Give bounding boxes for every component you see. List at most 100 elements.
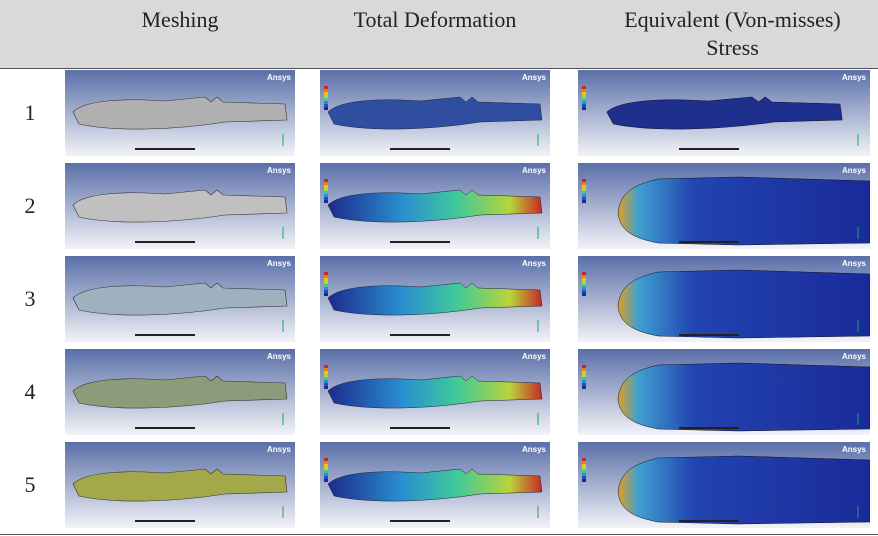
scale-bar bbox=[135, 334, 195, 336]
legend-swatch bbox=[582, 281, 586, 284]
simulation-image: Ansys bbox=[65, 163, 295, 249]
scale-bar bbox=[679, 520, 739, 522]
legend-swatch bbox=[324, 293, 328, 296]
scale-bar bbox=[390, 148, 450, 150]
legend-swatch bbox=[582, 377, 586, 380]
legend-swatch bbox=[582, 461, 586, 464]
blade bbox=[618, 177, 870, 245]
legend-swatch bbox=[582, 380, 586, 383]
legend-swatch bbox=[324, 92, 328, 95]
brand-logo: Ansys bbox=[522, 73, 547, 82]
legend-swatch bbox=[582, 95, 586, 98]
legend-swatch bbox=[582, 293, 586, 296]
legend-swatch bbox=[582, 479, 586, 482]
legend-swatch bbox=[324, 194, 328, 197]
legend-swatch bbox=[582, 104, 586, 107]
legend-swatch bbox=[582, 464, 586, 467]
legend-swatch bbox=[324, 101, 328, 104]
legend-swatch bbox=[582, 188, 586, 191]
legend-swatch bbox=[582, 473, 586, 476]
legend-swatch bbox=[582, 458, 586, 461]
simulation-image: Ansys bbox=[578, 256, 870, 342]
legend-swatch bbox=[324, 95, 328, 98]
brand-logo: Ansys bbox=[842, 352, 867, 361]
scale-bar bbox=[679, 334, 739, 336]
brand-logo: Ansys bbox=[267, 259, 292, 268]
legend-swatch bbox=[324, 200, 328, 203]
row-number: 1 bbox=[10, 100, 50, 126]
legend-swatch bbox=[582, 92, 586, 95]
legend-swatch bbox=[324, 185, 328, 188]
scale-bar bbox=[135, 520, 195, 522]
legend-swatch bbox=[582, 287, 586, 290]
scale-bar bbox=[390, 427, 450, 429]
legend-swatch bbox=[582, 191, 586, 194]
brand-logo: Ansys bbox=[842, 166, 867, 175]
scale-bar bbox=[135, 148, 195, 150]
legend-swatch bbox=[324, 380, 328, 383]
legend-swatch bbox=[324, 467, 328, 470]
blade bbox=[618, 456, 870, 524]
simulation-image: Ansys bbox=[320, 256, 550, 342]
scale-bar bbox=[390, 334, 450, 336]
legend-swatch bbox=[582, 197, 586, 200]
brand-logo: Ansys bbox=[522, 352, 547, 361]
legend-swatch bbox=[324, 383, 328, 386]
header-row: Meshing Total Deformation Equivalent (Vo… bbox=[0, 0, 878, 69]
legend-swatch bbox=[324, 374, 328, 377]
legend-swatch bbox=[582, 86, 586, 89]
legend-swatch bbox=[324, 365, 328, 368]
legend-swatch bbox=[582, 365, 586, 368]
legend-swatch bbox=[582, 101, 586, 104]
brand-logo: Ansys bbox=[267, 73, 292, 82]
simulation-image: Ansys bbox=[65, 442, 295, 528]
brand-logo: Ansys bbox=[522, 166, 547, 175]
legend-swatch bbox=[582, 290, 586, 293]
legend-swatch bbox=[324, 278, 328, 281]
bottom-rule bbox=[0, 534, 878, 535]
legend-swatch bbox=[324, 371, 328, 374]
brand-logo: Ansys bbox=[267, 166, 292, 175]
legend-swatch bbox=[582, 476, 586, 479]
brand-logo: Ansys bbox=[842, 445, 867, 454]
legend-swatch bbox=[582, 383, 586, 386]
legend-swatch bbox=[582, 275, 586, 278]
simulation-image: Ansys bbox=[320, 163, 550, 249]
scale-bar bbox=[679, 148, 739, 150]
legend-swatch bbox=[582, 179, 586, 182]
legend-swatch bbox=[324, 479, 328, 482]
blade bbox=[618, 270, 870, 338]
legend-swatch bbox=[324, 470, 328, 473]
legend-swatch bbox=[582, 386, 586, 389]
scale-bar bbox=[390, 520, 450, 522]
row-number: 4 bbox=[10, 379, 50, 405]
legend-swatch bbox=[324, 89, 328, 92]
legend-swatch bbox=[324, 377, 328, 380]
scale-bar bbox=[135, 427, 195, 429]
legend-swatch bbox=[582, 284, 586, 287]
legend-swatch bbox=[324, 473, 328, 476]
simulation-image: Ansys bbox=[65, 256, 295, 342]
legend-swatch bbox=[324, 368, 328, 371]
legend-swatch bbox=[324, 281, 328, 284]
brand-logo: Ansys bbox=[267, 352, 292, 361]
legend-swatch bbox=[582, 89, 586, 92]
legend-swatch bbox=[324, 275, 328, 278]
header-cell: Meshing bbox=[80, 6, 280, 34]
legend-swatch bbox=[582, 182, 586, 185]
legend-swatch bbox=[324, 98, 328, 101]
legend-swatch bbox=[324, 461, 328, 464]
legend-swatch bbox=[324, 287, 328, 290]
legend-swatch bbox=[324, 458, 328, 461]
row-number: 2 bbox=[10, 193, 50, 219]
legend-swatch bbox=[324, 179, 328, 182]
simulation-image: Ansys bbox=[578, 349, 870, 435]
legend-swatch bbox=[582, 470, 586, 473]
scale-bar bbox=[390, 241, 450, 243]
legend-swatch bbox=[324, 197, 328, 200]
legend-swatch bbox=[324, 476, 328, 479]
row-number: 3 bbox=[10, 286, 50, 312]
simulation-image: Ansys bbox=[578, 70, 870, 156]
legend-swatch bbox=[582, 98, 586, 101]
table: Meshing Total Deformation Equivalent (Vo… bbox=[0, 0, 878, 536]
